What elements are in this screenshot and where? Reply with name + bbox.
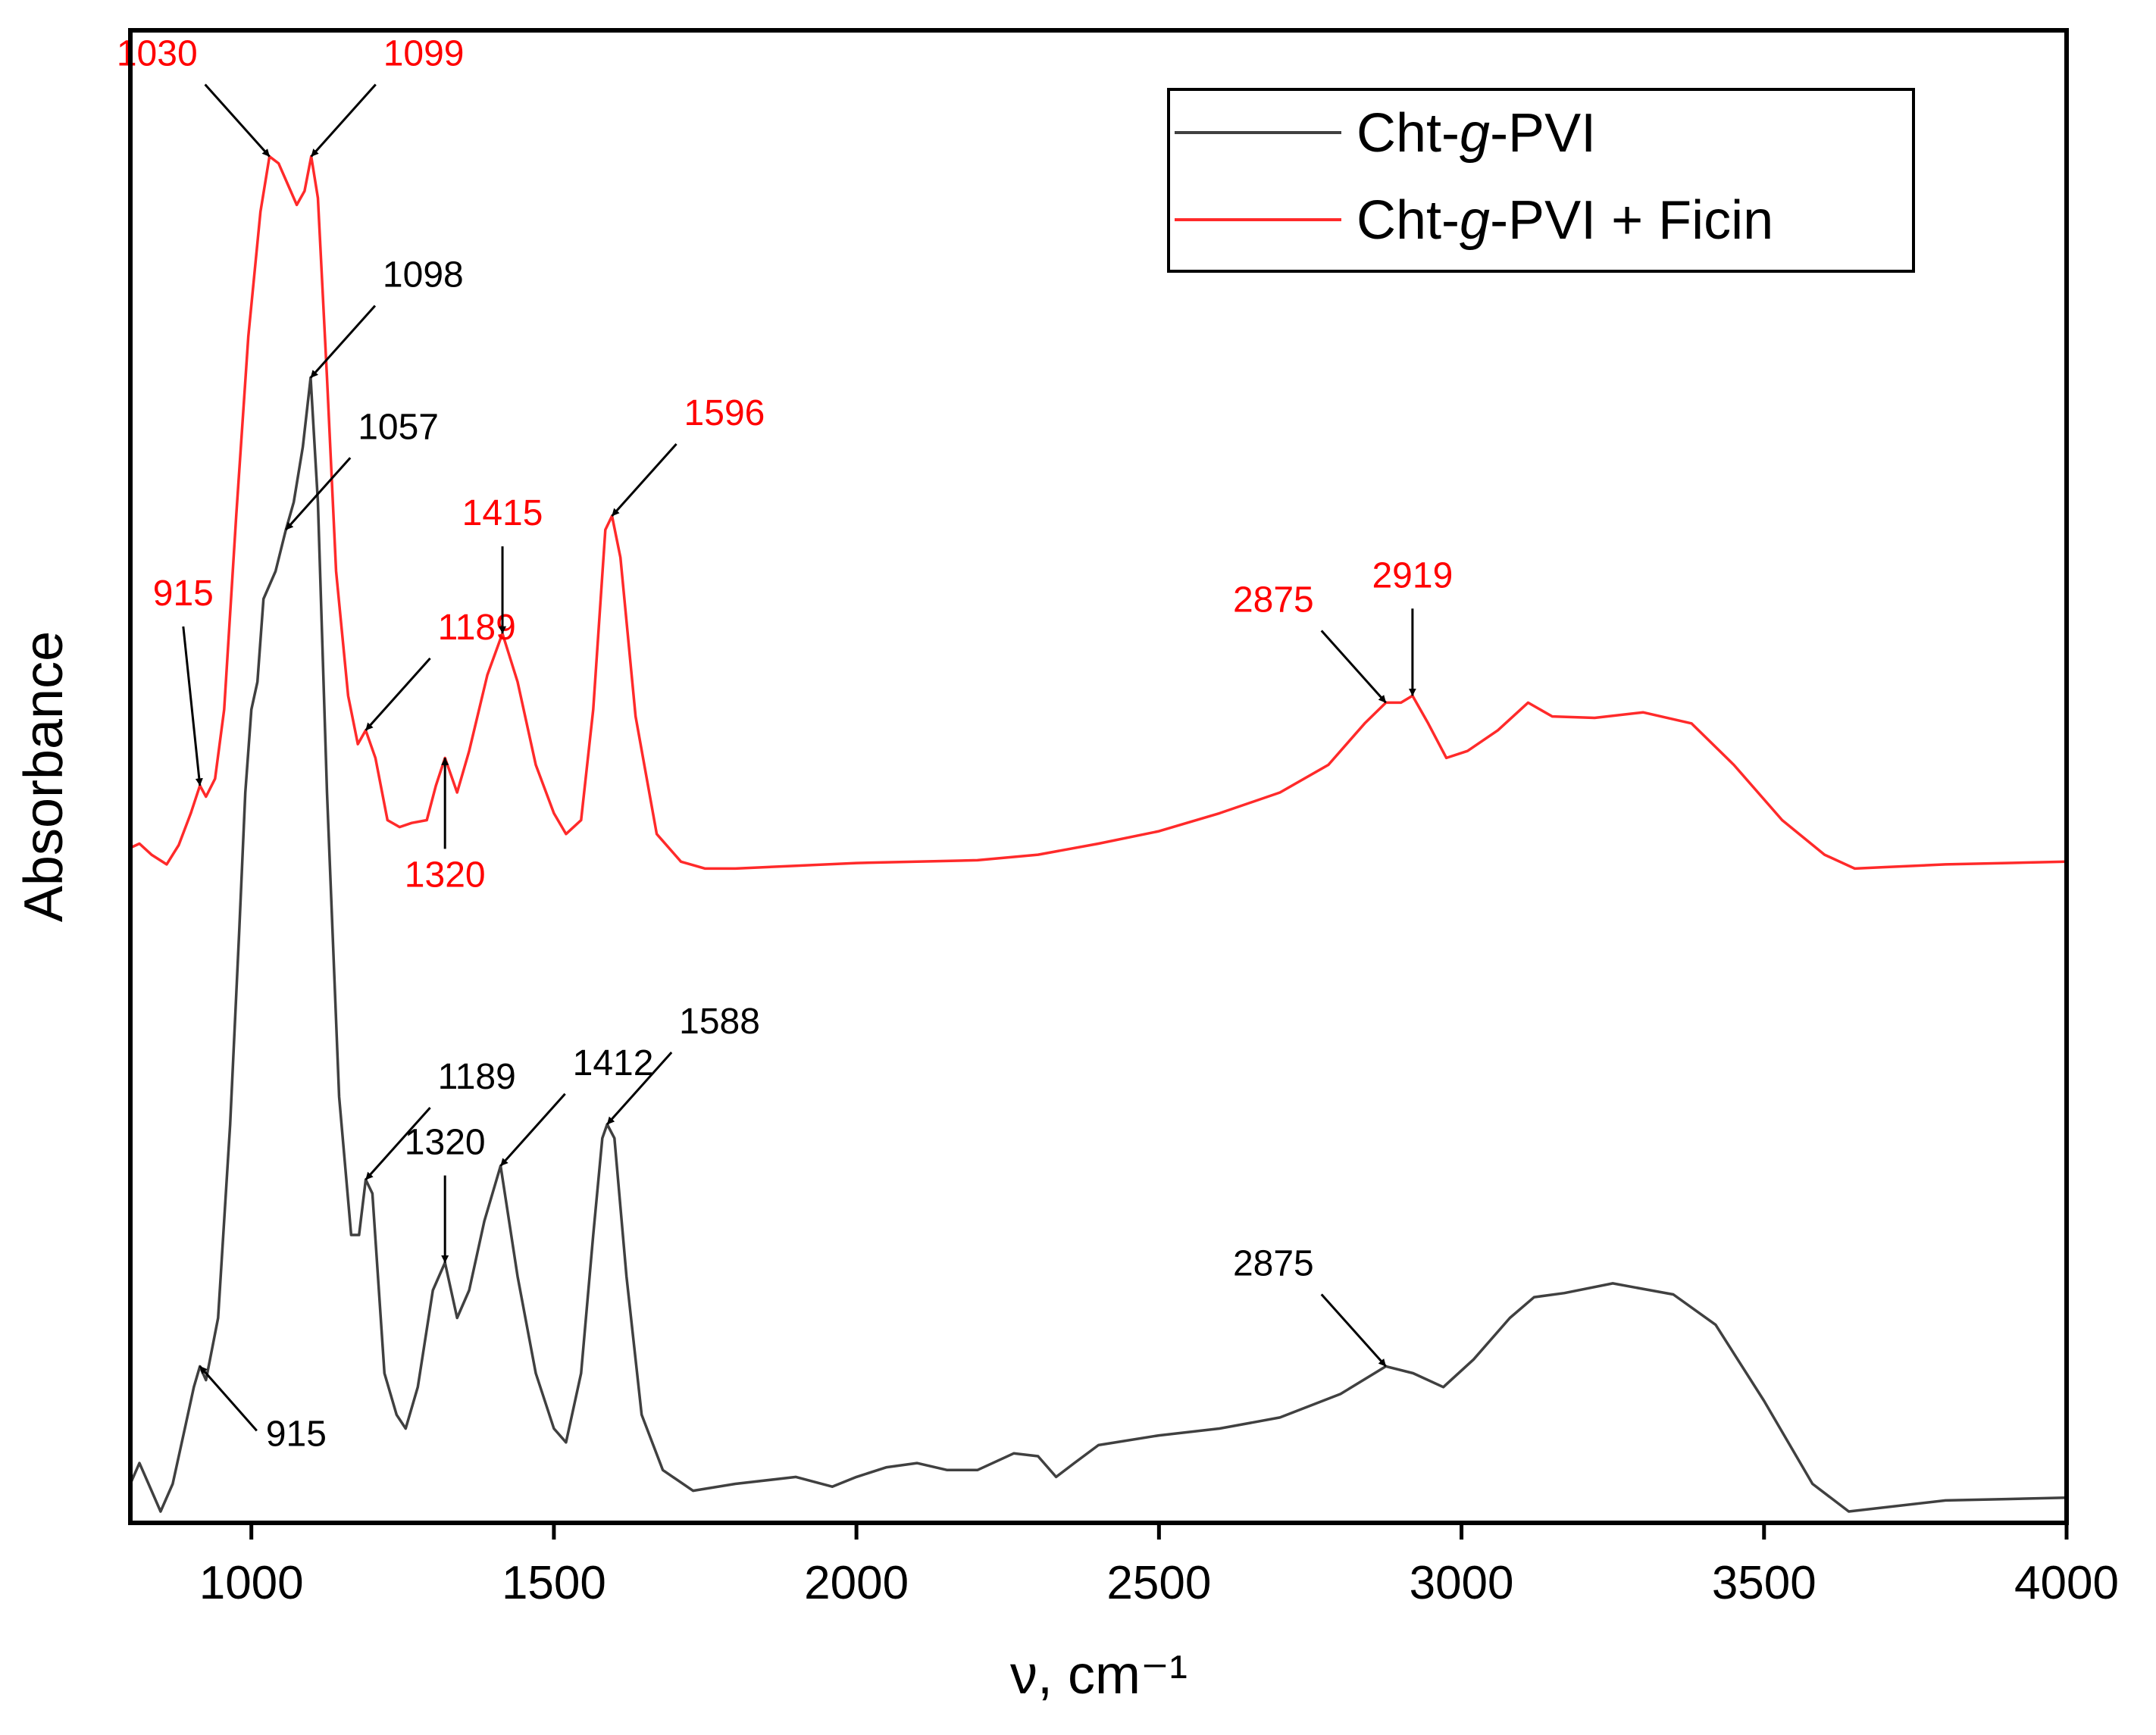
series-layer — [129, 155, 2067, 1513]
legend-label-cht-g-pvi-ficin: Cht-g-PVI + Ficin — [1356, 190, 1773, 251]
annotation-arrow — [365, 1106, 431, 1181]
annotation-arrow — [611, 442, 677, 517]
annotation-arrow — [199, 1365, 258, 1432]
plot-frame — [128, 28, 2069, 1525]
peak-label-915: 915 — [266, 1414, 327, 1454]
x-tick-label: 2000 — [804, 1557, 909, 1609]
series-line-cht-g-pvi — [129, 376, 2067, 1513]
x-tick-label: 1500 — [502, 1557, 606, 1609]
peak-label-1320: 1320 — [405, 855, 486, 895]
peak-label-2875: 2875 — [1233, 1243, 1314, 1283]
annotation-arrow — [310, 83, 377, 158]
peak-label-1320: 1320 — [405, 1123, 486, 1163]
annotation-arrow — [309, 305, 377, 379]
annotation-arrow — [285, 457, 352, 531]
peak-label-1189: 1189 — [438, 1057, 516, 1097]
peak-label-1415: 1415 — [462, 493, 543, 533]
annotation-arrow — [182, 626, 203, 786]
peak-label-2875: 2875 — [1233, 580, 1314, 620]
peak-label-915: 915 — [153, 574, 214, 614]
x-tick-label: 3500 — [1712, 1557, 1816, 1609]
peak-label-2919: 2919 — [1372, 555, 1453, 596]
annotation-arrow — [1320, 630, 1387, 704]
annotation-arrow — [204, 83, 271, 158]
peak-label-1588: 1588 — [679, 1002, 760, 1042]
x-tick-label: 3000 — [1410, 1557, 1514, 1609]
peak-label-1596: 1596 — [684, 393, 765, 433]
peak-label-1099: 1099 — [383, 34, 465, 74]
x-tick-label: 2500 — [1106, 1557, 1211, 1609]
x-tick-label: 1000 — [199, 1557, 304, 1609]
annotation-arrow — [499, 1093, 566, 1167]
series-line-cht-g-pvi-ficin — [130, 155, 2067, 871]
legend-box — [1167, 88, 1915, 273]
x-axis-title: ν, cm⁻¹ — [1010, 1645, 1188, 1705]
peak-label-1098: 1098 — [383, 255, 464, 295]
legend: Cht-g-PVI Cht-g-PVI + Ficin — [1167, 88, 1915, 273]
annotation-arrow — [365, 657, 431, 731]
peak-label-1057: 1057 — [358, 407, 439, 447]
legend-label-cht-g-pvi: Cht-g-PVI — [1356, 103, 1596, 164]
annotation-arrow — [606, 1051, 673, 1126]
annotation-arrow — [1320, 1293, 1387, 1368]
annotation-layer: 1030 109991511891320141515962875291910981… — [117, 34, 1453, 1455]
peak-label-1189: 1189 — [438, 608, 516, 648]
x-axis: 1000 1500 2000 2500 3000 3500 4000 — [199, 1523, 2119, 1609]
x-tick-label: 4000 — [2014, 1557, 2119, 1609]
y-axis-title: Absorbance — [14, 631, 74, 922]
peak-label-1412: 1412 — [573, 1043, 654, 1083]
